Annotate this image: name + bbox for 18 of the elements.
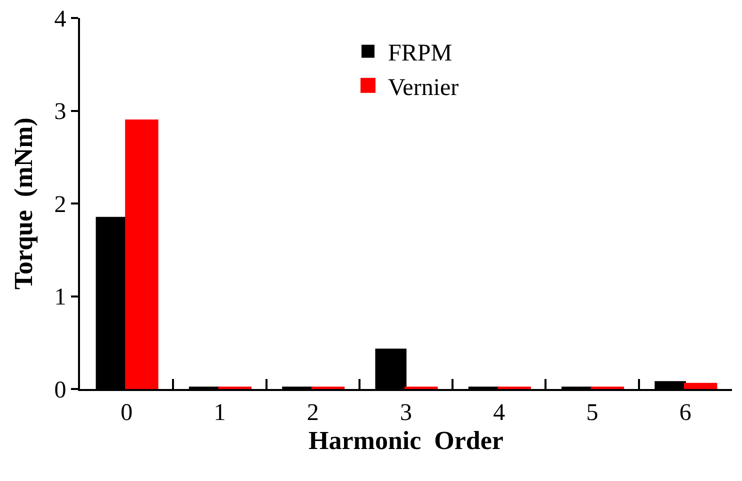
x-axis-title: Harmonic Order [308, 426, 504, 455]
y-tick-label: 3 [54, 99, 66, 126]
x-tick-label: 2 [306, 400, 319, 426]
x-tick-label: 5 [586, 400, 598, 426]
x-tick-label: 1 [214, 400, 226, 426]
y-tick-label: 1 [54, 284, 66, 311]
x-tick-label: 0 [120, 400, 133, 426]
bar [125, 119, 158, 389]
legend-label: Vernier [388, 74, 459, 101]
legend-label: FRPM [388, 40, 452, 67]
y-tick-label: 2 [54, 192, 66, 218]
y-tick-label: 0 [54, 377, 66, 404]
x-tick-label: 4 [493, 400, 506, 426]
y-tick-label: 4 [54, 6, 66, 32]
bar [684, 382, 718, 389]
x-tick-label: 3 [400, 400, 412, 426]
x-tick-label: 6 [679, 400, 692, 426]
y-axis-title: Torque (mNm) [9, 118, 38, 290]
